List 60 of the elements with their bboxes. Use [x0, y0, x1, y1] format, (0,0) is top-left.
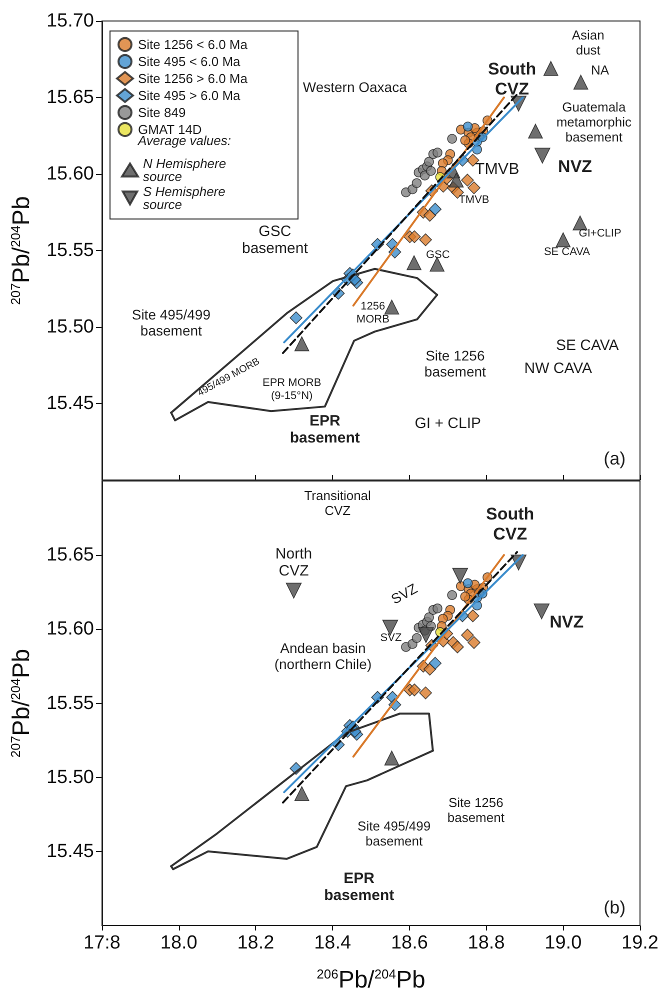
- annotation: (b): [604, 898, 626, 918]
- annotation: Site 1256 basement: [424, 348, 486, 380]
- annotation: Transitional CVZ: [304, 488, 372, 518]
- annotation: Andean basin (northern Chile): [274, 640, 372, 672]
- x-tick-label: 17:8: [84, 932, 120, 954]
- legend-label: Site 1256 > 6.0 Ma: [138, 71, 248, 86]
- x-tick-label: 18.6: [390, 932, 428, 954]
- legend-label: Site 495 > 6.0 Ma: [138, 88, 242, 103]
- x-tick-label: 18.0: [160, 932, 198, 954]
- annotation: GI + CLIP: [414, 414, 481, 432]
- annotation: 1256 MORB: [356, 300, 390, 326]
- annotation: SE CAVA: [544, 246, 591, 258]
- annotation: SVZ: [380, 632, 402, 644]
- annotation: Western Oaxaca: [302, 78, 408, 95]
- y-tick-label: 15.70: [46, 10, 94, 32]
- annotation: NVZ: [558, 156, 592, 176]
- y-tick-label: 15.65: [46, 87, 94, 108]
- x-tick-label: 18.8: [468, 932, 505, 954]
- annotation: GSC: [426, 249, 450, 262]
- y-axis-title: 207Pb/204Pb: [8, 196, 35, 305]
- annotation: EPR MORB (9-15°N): [262, 377, 322, 402]
- x-tick-label: 18.4: [314, 932, 352, 954]
- x-tick-label: 19.0: [544, 932, 582, 954]
- annotation: NA: [591, 62, 610, 78]
- y-tick-label: 15.50: [46, 766, 94, 788]
- x-tick-label: 18.2: [237, 932, 274, 954]
- annotation: EPR basement: [324, 870, 394, 904]
- annotation: GSC basement: [242, 222, 309, 257]
- annotation: Asian dust: [572, 27, 604, 58]
- legend-label: S Hemisphere source: [143, 184, 229, 212]
- annotation: TMVB: [474, 160, 520, 178]
- annotation: Guatemala metamorphic basement: [556, 99, 632, 144]
- y-tick-label: 15.55: [46, 692, 94, 714]
- legend-label: Site 1256 < 6.0 Ma: [138, 37, 248, 52]
- annotation: Site 495/499 basement: [132, 306, 211, 338]
- annotation: South CVZ: [488, 60, 536, 99]
- y-tick-label: 15.60: [46, 618, 94, 640]
- annotation: SE CAVA: [556, 336, 619, 354]
- annotation: (a): [604, 448, 626, 469]
- annotation: Site 1256 basement: [447, 794, 505, 825]
- annotation: South CVZ: [486, 504, 534, 544]
- annotation: EPR basement: [290, 412, 360, 447]
- x-tick-label: 19.2: [622, 932, 658, 954]
- annotation: NVZ: [550, 612, 584, 632]
- annotation: NW CAVA: [524, 360, 592, 377]
- legend-label: N Hemisphere source: [143, 156, 230, 184]
- y-axis-title: 207Pb/204Pb: [8, 648, 35, 758]
- y-tick-label: 15.55: [46, 240, 94, 261]
- y-tick-label: 15.50: [46, 316, 94, 338]
- y-tick-label: 15.65: [46, 544, 94, 566]
- y-tick-label: 15.45: [46, 840, 94, 862]
- annotation: Site 495/499 basement: [358, 818, 431, 849]
- annotation: SVZ: [388, 580, 420, 608]
- y-tick-label: 15.45: [46, 393, 94, 414]
- legend-label: Site 849: [138, 105, 186, 120]
- legend-label: Site 495 < 6.0 Ma: [138, 54, 242, 69]
- annotation: TMVB: [458, 194, 490, 206]
- y-tick-label: 15.60: [46, 164, 94, 184]
- annotation: GI+CLIP: [578, 228, 622, 240]
- annotation: North CVZ: [275, 545, 312, 580]
